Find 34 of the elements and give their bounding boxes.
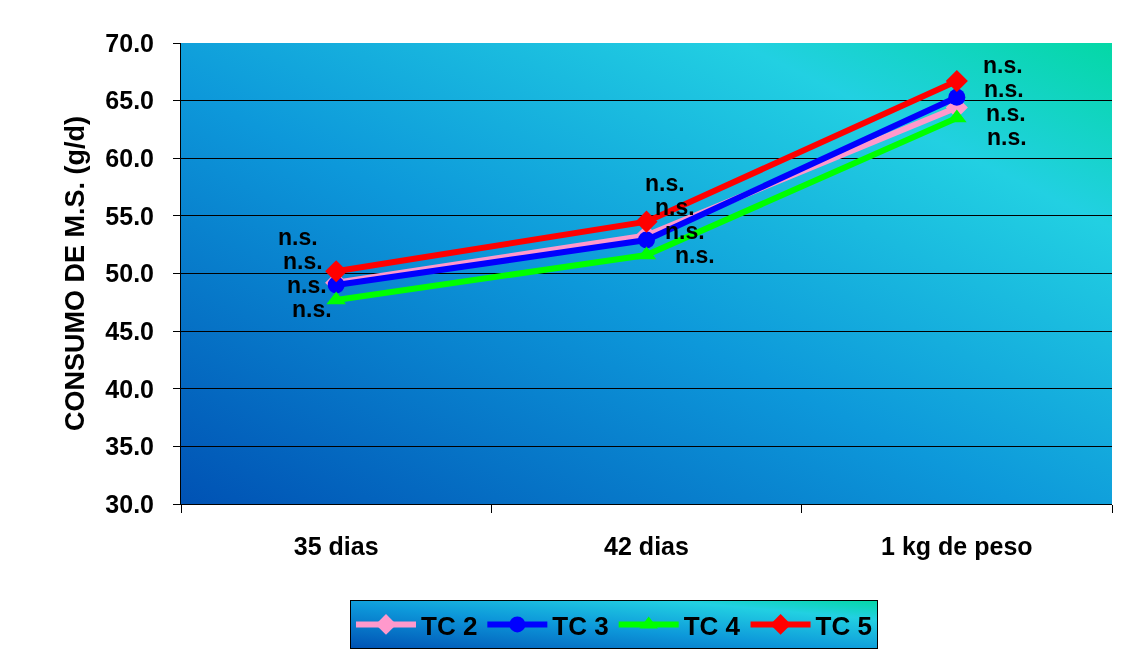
point xyxy=(638,231,655,249)
point xyxy=(948,88,966,106)
y-tick-label: 65.0 xyxy=(105,86,154,115)
legend-label: TC 2 xyxy=(421,610,478,641)
annotation: n.s. xyxy=(292,296,332,322)
annotation: n.s. xyxy=(645,170,685,196)
y-tick-label: 45.0 xyxy=(105,316,154,345)
point xyxy=(326,291,346,305)
annotation: n.s. xyxy=(283,248,323,274)
annotation: n.s. xyxy=(984,76,1024,102)
y-tick-label: 55.0 xyxy=(105,201,154,230)
point xyxy=(325,260,348,283)
annotation: n.s. xyxy=(986,100,1026,126)
y-tick-label: 40.0 xyxy=(105,374,154,403)
annotation: n.s. xyxy=(287,272,327,298)
x-tick-label: 1 kg de peso xyxy=(881,532,1033,560)
y-tick-label: 70.0 xyxy=(105,28,154,57)
x-tick-label: 35 dias xyxy=(293,532,379,560)
y-tick-label: 60.0 xyxy=(105,144,154,172)
y-tick-label: 50.0 xyxy=(105,259,154,288)
legend-label: TC 5 xyxy=(815,610,872,641)
x-tick-label: 42 dias xyxy=(604,532,689,560)
y-axis-title: CONSUMO DE M.S. (g/d) xyxy=(60,116,91,431)
legend-label: TC 4 xyxy=(683,610,741,641)
point xyxy=(947,109,967,123)
point xyxy=(945,69,968,93)
annotation: n.s. xyxy=(987,124,1027,150)
legend-label: TC 3 xyxy=(552,610,609,641)
y-tick-label: 35.0 xyxy=(105,432,154,461)
annotation: n.s. xyxy=(983,52,1023,78)
annotation: n.s. xyxy=(278,224,318,250)
y-tick-label: 30.0 xyxy=(105,489,154,518)
point xyxy=(635,210,658,233)
annotation: n.s. xyxy=(675,242,715,268)
